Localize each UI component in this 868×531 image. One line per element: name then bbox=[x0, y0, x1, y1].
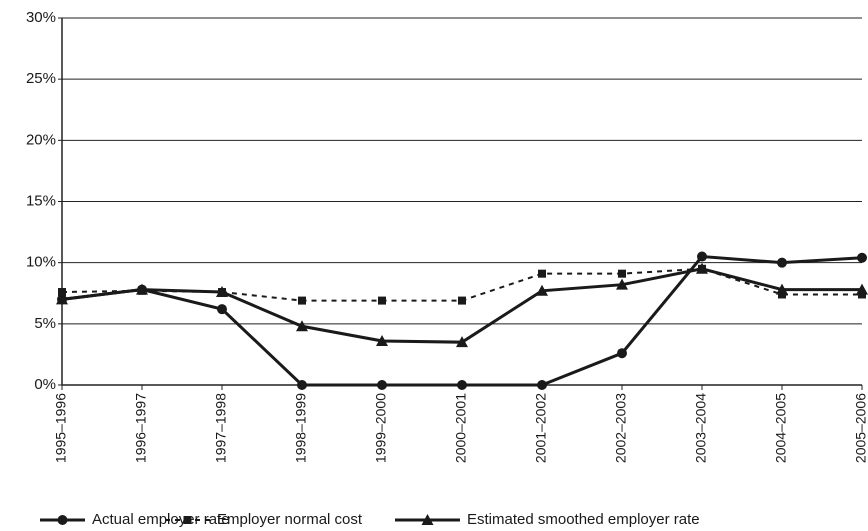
x-tick-label: 1996–1997 bbox=[133, 393, 149, 463]
series-line bbox=[61, 267, 862, 302]
marker bbox=[216, 286, 228, 298]
legend-label: Estimated smoothed employer rate bbox=[467, 511, 700, 528]
marker bbox=[421, 514, 434, 525]
marker bbox=[136, 283, 148, 295]
y-tick-label: 25% bbox=[26, 70, 56, 87]
marker bbox=[377, 380, 387, 390]
series-line bbox=[61, 267, 862, 344]
marker bbox=[457, 380, 467, 390]
x-tick-label: 1997–1998 bbox=[213, 393, 229, 463]
marker bbox=[298, 296, 306, 305]
x-tick-label: 1995–1996 bbox=[53, 393, 69, 463]
legend-label: Employer normal cost bbox=[217, 511, 363, 528]
x-tick-label: 2002–2003 bbox=[613, 393, 629, 463]
marker bbox=[456, 336, 468, 348]
marker bbox=[536, 284, 548, 296]
marker bbox=[458, 296, 466, 305]
series-line bbox=[61, 254, 863, 387]
x-tick-label: 2004–2005 bbox=[773, 393, 789, 463]
x-tick-label: 2001–2002 bbox=[533, 393, 549, 463]
marker bbox=[857, 252, 867, 263]
y-tick-label: 30% bbox=[26, 9, 56, 26]
marker bbox=[297, 380, 307, 390]
marker bbox=[618, 269, 626, 278]
y-tick-label: 5% bbox=[34, 315, 56, 332]
marker bbox=[376, 334, 388, 346]
x-tick-label: 2003–2004 bbox=[693, 393, 709, 463]
marker bbox=[378, 296, 386, 305]
x-tick-label: 1998–1999 bbox=[293, 393, 309, 463]
legend-label: Actual employer rate bbox=[92, 511, 230, 528]
marker bbox=[56, 293, 68, 305]
y-tick-label: 10% bbox=[26, 254, 56, 271]
marker bbox=[57, 515, 68, 525]
y-tick-label: 0% bbox=[34, 376, 56, 393]
marker bbox=[183, 516, 192, 524]
x-tick-label: 2005–2006 bbox=[853, 393, 868, 463]
marker bbox=[776, 283, 788, 295]
marker bbox=[697, 251, 707, 262]
marker bbox=[537, 380, 547, 390]
marker bbox=[856, 283, 868, 295]
marker bbox=[777, 257, 787, 268]
marker bbox=[617, 348, 627, 359]
marker bbox=[296, 320, 308, 332]
marker bbox=[217, 304, 227, 315]
marker bbox=[696, 262, 708, 274]
y-tick-label: 20% bbox=[26, 131, 56, 148]
marker bbox=[58, 288, 66, 297]
y-tick-label: 15% bbox=[26, 192, 56, 209]
marker bbox=[616, 278, 628, 290]
marker bbox=[538, 269, 546, 278]
x-tick-label: 2000–2001 bbox=[453, 393, 469, 463]
x-tick-label: 1999–2000 bbox=[373, 393, 389, 463]
